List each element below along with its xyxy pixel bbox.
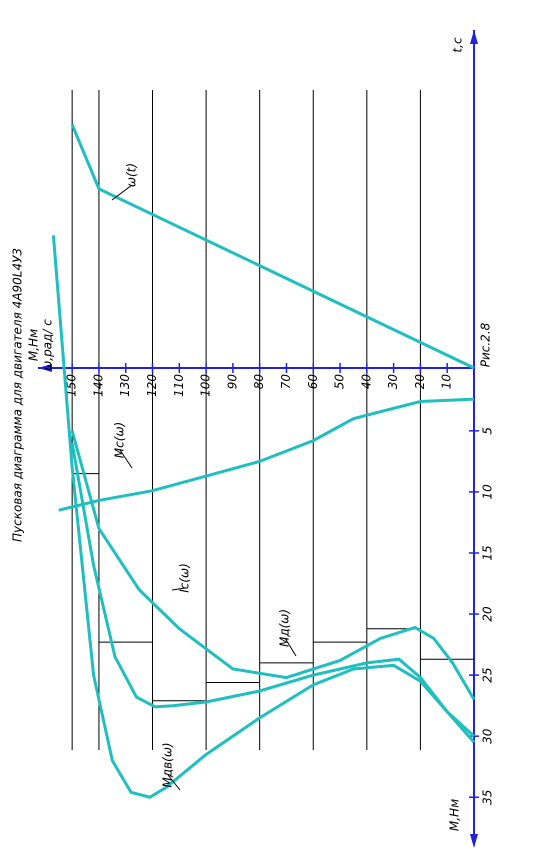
curve (70, 442, 476, 738)
leader (284, 637, 297, 657)
y-axis-label: M,Нм (27, 329, 41, 361)
y-tick-label: 35 (481, 790, 495, 805)
y-tick-label: 15 (481, 545, 495, 560)
y-tick-label: 10 (481, 484, 495, 500)
x-tick-label: 110 (172, 374, 186, 397)
x-tick-label: 120 (145, 374, 159, 397)
series-label: Mc(ω) (113, 422, 127, 458)
y-tick-label: 30 (481, 728, 495, 744)
x-tick-label: 140 (91, 374, 105, 397)
y-tick-label: 25 (481, 667, 495, 682)
curve (51, 235, 476, 799)
x-tick-label: 90 (225, 374, 239, 390)
series-label: Mдв(ω) (161, 742, 175, 787)
series-label: Iс(ω) (178, 563, 192, 593)
x-tick-label: 60 (306, 374, 320, 390)
y-axis-label: M,Нм (448, 799, 462, 831)
x-tick-label: 130 (118, 374, 132, 397)
curve (70, 124, 475, 370)
curve (70, 430, 476, 701)
x-tick-label: 150 (65, 374, 79, 397)
x-tick-label: 100 (199, 374, 213, 397)
x-tick-label: 30 (386, 374, 400, 390)
leader (171, 587, 186, 591)
y-tick-label: 20 (481, 606, 495, 622)
x-axis-label: ω,рад/ с (41, 319, 55, 371)
series-label: ω(t) (125, 163, 139, 187)
x-tick-label: 40 (359, 374, 373, 390)
t-axis-label: t,c (451, 37, 465, 53)
caption: Рис.2.8 (479, 322, 493, 367)
arrow (470, 834, 478, 848)
x-tick-label: 50 (333, 374, 347, 390)
arrow (470, 30, 478, 44)
x-tick-label: 70 (279, 374, 293, 390)
x-tick-label: 20 (413, 374, 427, 390)
chart-title: Пусковая диаграмма для двигателя 4А90L4У… (11, 248, 25, 542)
series-label: Mд(ω) (278, 609, 292, 647)
x-tick-label: 10 (440, 374, 454, 390)
arrow (38, 364, 52, 372)
y-tick-label: 5 (481, 427, 495, 435)
leader (119, 449, 133, 469)
x-tick-label: 80 (252, 374, 266, 390)
curve (58, 397, 475, 512)
leader (111, 184, 133, 201)
leader (167, 774, 181, 791)
